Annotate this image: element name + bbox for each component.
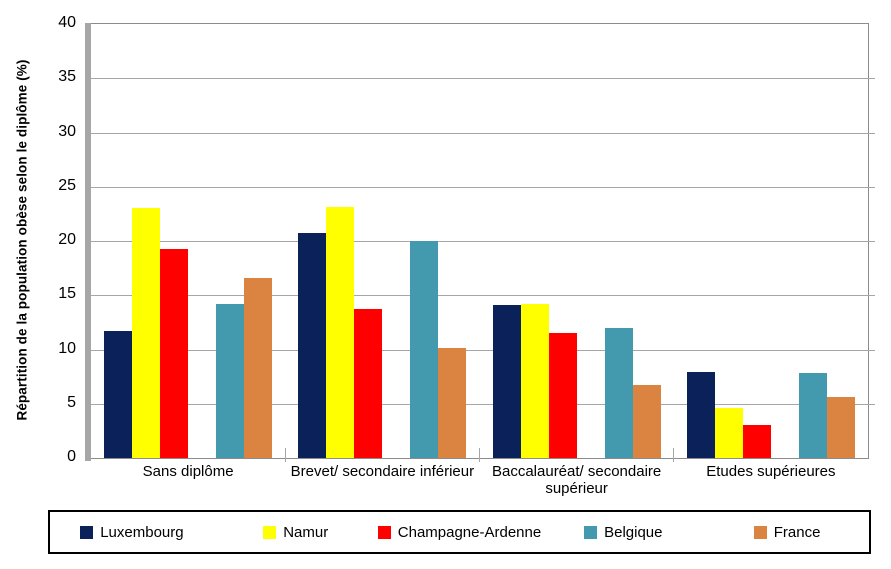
category-tick <box>673 448 675 462</box>
legend-swatch-icon <box>80 525 94 539</box>
legend-item: Luxembourg <box>50 524 214 541</box>
legend-label: Namur <box>283 523 329 541</box>
bar <box>354 309 383 458</box>
bar <box>520 303 549 458</box>
legend-item: France <box>705 524 869 541</box>
gridline <box>91 349 875 351</box>
bar <box>410 241 439 458</box>
legend-swatch-icon <box>753 525 767 539</box>
legend-label: Champagne-Ardenne <box>397 523 542 541</box>
bar <box>492 305 521 458</box>
bar <box>548 333 577 458</box>
y-axis-tick-label: 30 <box>58 122 76 140</box>
bar <box>742 425 771 458</box>
gridline <box>91 295 875 297</box>
bar-group <box>285 24 479 458</box>
y-axis-tick-label: 0 <box>67 448 76 465</box>
legend-swatch-icon <box>584 525 598 539</box>
bar <box>326 207 355 458</box>
category-label: Etudes supérieures <box>706 463 836 480</box>
bar <box>132 208 161 458</box>
gridline <box>91 403 875 405</box>
bar <box>632 385 661 458</box>
category-label: Brevet/ secondaire inférieur <box>290 463 475 480</box>
legend: Luxembourg Namur Champagne-Ardenne Belgique… <box>48 510 871 554</box>
legend-item: Namur <box>214 524 378 541</box>
bar <box>438 348 467 458</box>
legend-swatch-icon <box>263 525 277 539</box>
plot-area <box>91 23 875 462</box>
y-axis-tick-label: 20 <box>58 231 76 248</box>
gridline <box>91 186 875 188</box>
bar <box>104 331 133 458</box>
bar <box>686 372 715 458</box>
bar <box>714 408 743 458</box>
y-axis-tick-label: 40 <box>58 14 76 31</box>
legend-item: Champagne-Ardenne <box>377 523 542 541</box>
y-axis-tick-label: 15 <box>58 285 76 303</box>
legend-label: Belgique <box>604 523 663 541</box>
y-axis-tick-label: 5 <box>67 393 76 411</box>
y-axis-tick-label: 10 <box>58 339 76 357</box>
legend-swatch-icon <box>377 525 391 539</box>
bar <box>826 397 855 458</box>
bar <box>160 248 189 458</box>
bar <box>798 373 827 458</box>
gridline <box>91 132 875 134</box>
y-axis-line <box>85 23 91 461</box>
legend-label: France <box>773 523 821 541</box>
bar-group <box>674 24 868 458</box>
gridline <box>91 78 875 80</box>
bar <box>244 277 273 458</box>
bar <box>298 233 327 458</box>
category-label: Baccalauréat/ secondaire supérieur <box>491 463 662 497</box>
y-axis-tick-label: 35 <box>58 68 76 86</box>
y-axis-tick-label: 25 <box>58 176 76 194</box>
bar <box>216 303 245 458</box>
bar-group <box>480 24 674 458</box>
x-axis-category-labels: Sans diplôme Brevet/ secondaire inférieur… <box>91 463 868 497</box>
gridline <box>91 241 875 242</box>
category-tick <box>284 448 286 462</box>
bar <box>604 327 633 458</box>
category-label: Sans diplôme <box>142 463 234 480</box>
legend-item: Belgique <box>541 524 705 541</box>
category-tick <box>479 448 480 462</box>
legend-label: Luxembourg <box>100 523 184 541</box>
bar-group <box>91 24 285 458</box>
